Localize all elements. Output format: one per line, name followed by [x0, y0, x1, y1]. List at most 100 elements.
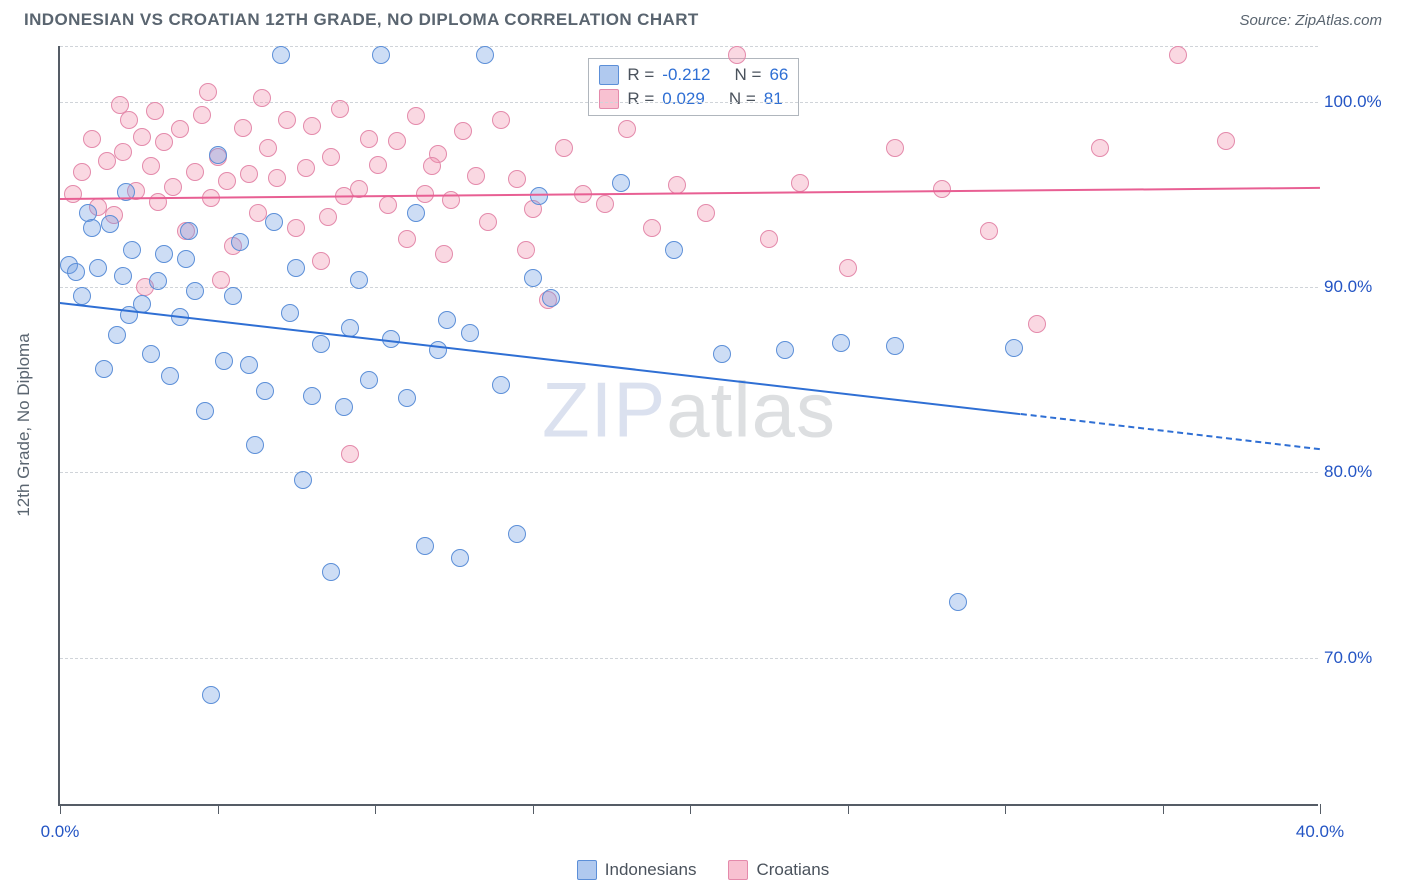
data-point [142, 157, 160, 175]
data-point [508, 170, 526, 188]
legend-r-value: -0.212 [662, 65, 710, 85]
x-tick-label: 40.0% [1296, 822, 1344, 842]
data-point [319, 208, 337, 226]
x-tick [375, 804, 376, 814]
data-point [728, 46, 746, 64]
data-point [193, 106, 211, 124]
data-point [146, 102, 164, 120]
data-point [886, 139, 904, 157]
watermark-part2: atlas [666, 365, 836, 453]
data-point [303, 387, 321, 405]
data-point [398, 389, 416, 407]
data-point [312, 335, 330, 353]
data-point [101, 215, 119, 233]
legend-n-value: 66 [769, 65, 788, 85]
data-point [108, 326, 126, 344]
data-point [1217, 132, 1235, 150]
data-point [64, 185, 82, 203]
data-point [331, 100, 349, 118]
data-point [542, 289, 560, 307]
gridline [60, 658, 1318, 659]
legend-n-label: N = [735, 65, 762, 85]
data-point [253, 89, 271, 107]
data-point [322, 148, 340, 166]
data-point [155, 245, 173, 263]
data-point [218, 172, 236, 190]
data-point [73, 163, 91, 181]
data-point [407, 107, 425, 125]
legend-label: Indonesians [605, 860, 697, 880]
data-point [209, 146, 227, 164]
data-point [341, 445, 359, 463]
data-point [517, 241, 535, 259]
data-point [980, 222, 998, 240]
x-tick [1163, 804, 1164, 814]
y-tick-label: 90.0% [1324, 277, 1394, 297]
data-point [388, 132, 406, 150]
x-tick [60, 804, 61, 814]
data-point [133, 128, 151, 146]
watermark-part1: ZIP [542, 365, 666, 453]
data-point [186, 282, 204, 300]
legend-row: R =-0.212N =66 [599, 63, 788, 87]
data-point [416, 537, 434, 555]
legend-r-label: R = [627, 89, 654, 109]
data-point [360, 371, 378, 389]
data-point [83, 219, 101, 237]
y-tick-label: 100.0% [1324, 92, 1394, 112]
y-axis-title: 12th Grade, No Diploma [14, 333, 34, 516]
data-point [1169, 46, 1187, 64]
data-point [180, 222, 198, 240]
data-point [618, 120, 636, 138]
data-point [240, 165, 258, 183]
data-point [949, 593, 967, 611]
data-point [272, 46, 290, 64]
data-point [186, 163, 204, 181]
data-point [451, 549, 469, 567]
data-point [1091, 139, 1109, 157]
source-label: Source: ZipAtlas.com [1239, 12, 1382, 29]
legend-swatch [728, 860, 748, 880]
legend-item: Croatians [728, 860, 829, 880]
data-point [524, 269, 542, 287]
data-point [454, 122, 472, 140]
data-point [164, 178, 182, 196]
data-point [259, 139, 277, 157]
legend-row: R =0.029N =81 [599, 87, 788, 111]
data-point [224, 287, 242, 305]
data-point [268, 169, 286, 187]
data-point [231, 233, 249, 251]
y-tick-label: 70.0% [1324, 648, 1394, 668]
data-point [407, 204, 425, 222]
data-point [1005, 339, 1023, 357]
data-point [202, 686, 220, 704]
chart-header: INDONESIAN VS CROATIAN 12TH GRADE, NO DI… [0, 0, 1406, 36]
data-point [155, 133, 173, 151]
data-point [612, 174, 630, 192]
x-tick-label: 0.0% [41, 822, 80, 842]
data-point [161, 367, 179, 385]
data-point [297, 159, 315, 177]
data-point [461, 324, 479, 342]
legend-swatch [577, 860, 597, 880]
data-point [278, 111, 296, 129]
legend-swatch [599, 89, 619, 109]
data-point [350, 271, 368, 289]
data-point [398, 230, 416, 248]
data-point [246, 436, 264, 454]
data-point [791, 174, 809, 192]
data-point [123, 241, 141, 259]
data-point [760, 230, 778, 248]
data-point [665, 241, 683, 259]
data-point [215, 352, 233, 370]
data-point [369, 156, 387, 174]
data-point [372, 46, 390, 64]
data-point [171, 120, 189, 138]
data-point [95, 360, 113, 378]
data-point [83, 130, 101, 148]
data-point [832, 334, 850, 352]
data-point [287, 219, 305, 237]
series-legend: Indonesians Croatians [0, 860, 1406, 880]
data-point [668, 176, 686, 194]
x-tick [848, 804, 849, 814]
